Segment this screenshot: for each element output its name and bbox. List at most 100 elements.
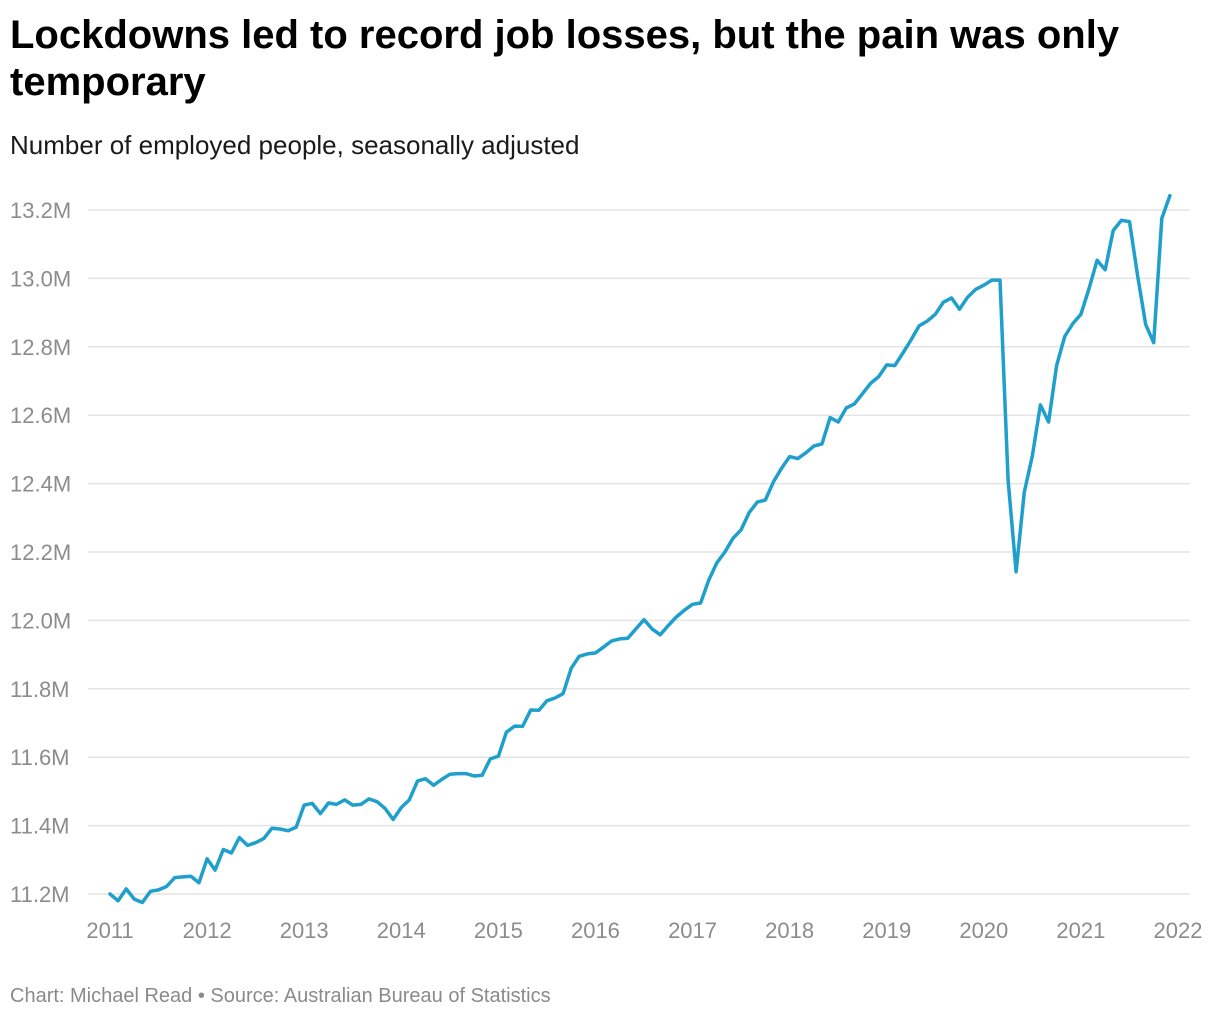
data-point[interactable] (760, 495, 770, 505)
data-point[interactable] (728, 533, 738, 543)
data-point[interactable] (1165, 191, 1175, 201)
x-tick-label: 2011 (86, 918, 133, 943)
data-point[interactable] (501, 727, 511, 737)
y-tick-label: 13.2M (10, 198, 71, 223)
data-point[interactable] (315, 809, 325, 819)
y-tick-label: 12.8M (10, 335, 71, 360)
data-point[interactable] (696, 598, 706, 608)
data-point[interactable] (234, 833, 244, 843)
data-point[interactable] (1149, 338, 1159, 348)
data-point[interactable] (631, 624, 641, 634)
data-point[interactable] (963, 292, 973, 302)
data-point[interactable] (493, 751, 503, 761)
data-point[interactable] (655, 630, 665, 640)
data-point[interactable] (202, 854, 212, 864)
data-point[interactable] (647, 624, 657, 634)
data-point[interactable] (1060, 332, 1070, 342)
data-point[interactable] (623, 633, 633, 643)
data-point[interactable] (817, 439, 827, 449)
data-point[interactable] (680, 605, 690, 615)
gridlines (88, 209, 1190, 895)
data-point[interactable] (477, 770, 487, 780)
data-point[interactable] (162, 882, 172, 892)
data-point[interactable] (372, 797, 382, 807)
data-point[interactable] (930, 309, 940, 319)
data-point[interactable] (307, 798, 317, 808)
data-point[interactable] (704, 575, 714, 585)
data-point[interactable] (186, 871, 196, 881)
data-point[interactable] (121, 884, 131, 894)
data-point[interactable] (421, 774, 431, 784)
data-point[interactable] (591, 648, 601, 658)
data-point[interactable] (1125, 217, 1135, 227)
data-point[interactable] (1108, 226, 1118, 236)
data-point[interactable] (396, 803, 406, 813)
data-point[interactable] (291, 822, 301, 832)
data-point[interactable] (947, 293, 957, 303)
data-point[interactable] (356, 799, 366, 809)
data-point[interactable] (1092, 255, 1102, 265)
data-point[interactable] (599, 642, 609, 652)
x-tick-label: 2020 (959, 918, 1008, 943)
data-point[interactable] (1068, 319, 1078, 329)
data-point[interactable] (922, 316, 932, 326)
data-point[interactable] (712, 558, 722, 568)
data-point[interactable] (534, 705, 544, 715)
data-point[interactable] (1100, 265, 1110, 275)
data-point[interactable] (1084, 284, 1094, 294)
data-point[interactable] (898, 348, 908, 358)
data-point[interactable] (429, 780, 439, 790)
data-point[interactable] (1157, 214, 1167, 224)
data-point[interactable] (518, 721, 528, 731)
data-point[interactable] (777, 463, 787, 473)
data-point[interactable] (1076, 309, 1086, 319)
data-point[interactable] (1019, 487, 1029, 497)
data-point[interactable] (874, 372, 884, 382)
data-point[interactable] (194, 878, 204, 888)
data-point[interactable] (995, 275, 1005, 285)
data-point[interactable] (793, 454, 803, 464)
data-point[interactable] (744, 508, 754, 518)
chart-title: Lockdowns led to record job losses, but … (10, 13, 1120, 104)
data-point[interactable] (259, 834, 269, 844)
data-point[interactable] (720, 547, 730, 557)
data-point[interactable] (663, 621, 673, 631)
data-point[interactable] (137, 898, 147, 908)
data-point[interactable] (801, 448, 811, 458)
y-tick-label: 12.6M (10, 403, 71, 428)
data-point[interactable] (388, 814, 398, 824)
data-point[interactable] (1133, 270, 1143, 280)
data-point[interactable] (671, 612, 681, 622)
y-tick-label: 12.4M (10, 472, 71, 497)
data-point[interactable] (210, 865, 220, 875)
data-point[interactable] (404, 795, 414, 805)
data-point[interactable] (833, 417, 843, 427)
data-point[interactable] (226, 848, 236, 858)
data-point[interactable] (890, 361, 900, 371)
data-point[interactable] (1044, 417, 1054, 427)
data-point[interactable] (558, 689, 568, 699)
data-point[interactable] (1011, 567, 1021, 577)
data-point[interactable] (105, 889, 115, 899)
data-point[interactable] (768, 477, 778, 487)
data-point[interactable] (1141, 320, 1151, 330)
data-point[interactable] (1052, 361, 1062, 371)
data-point[interactable] (380, 804, 390, 814)
chart-subtitle: Number of employed people, seasonally ad… (10, 130, 580, 160)
data-point[interactable] (113, 896, 123, 906)
data-point[interactable] (858, 389, 868, 399)
data-point[interactable] (736, 525, 746, 535)
data-point[interactable] (1035, 400, 1045, 410)
y-tick-label: 13.0M (10, 266, 71, 291)
data-point[interactable] (1003, 475, 1013, 485)
y-tick-label: 11.2M (10, 882, 70, 907)
data-point[interactable] (955, 304, 965, 314)
y-tick-label: 11.8M (10, 677, 70, 702)
data-point[interactable] (866, 378, 876, 388)
data-point[interactable] (639, 615, 649, 625)
data-point[interactable] (849, 399, 859, 409)
data-point[interactable] (566, 663, 576, 673)
data-point[interactable] (1027, 451, 1037, 461)
data-point[interactable] (906, 335, 916, 345)
